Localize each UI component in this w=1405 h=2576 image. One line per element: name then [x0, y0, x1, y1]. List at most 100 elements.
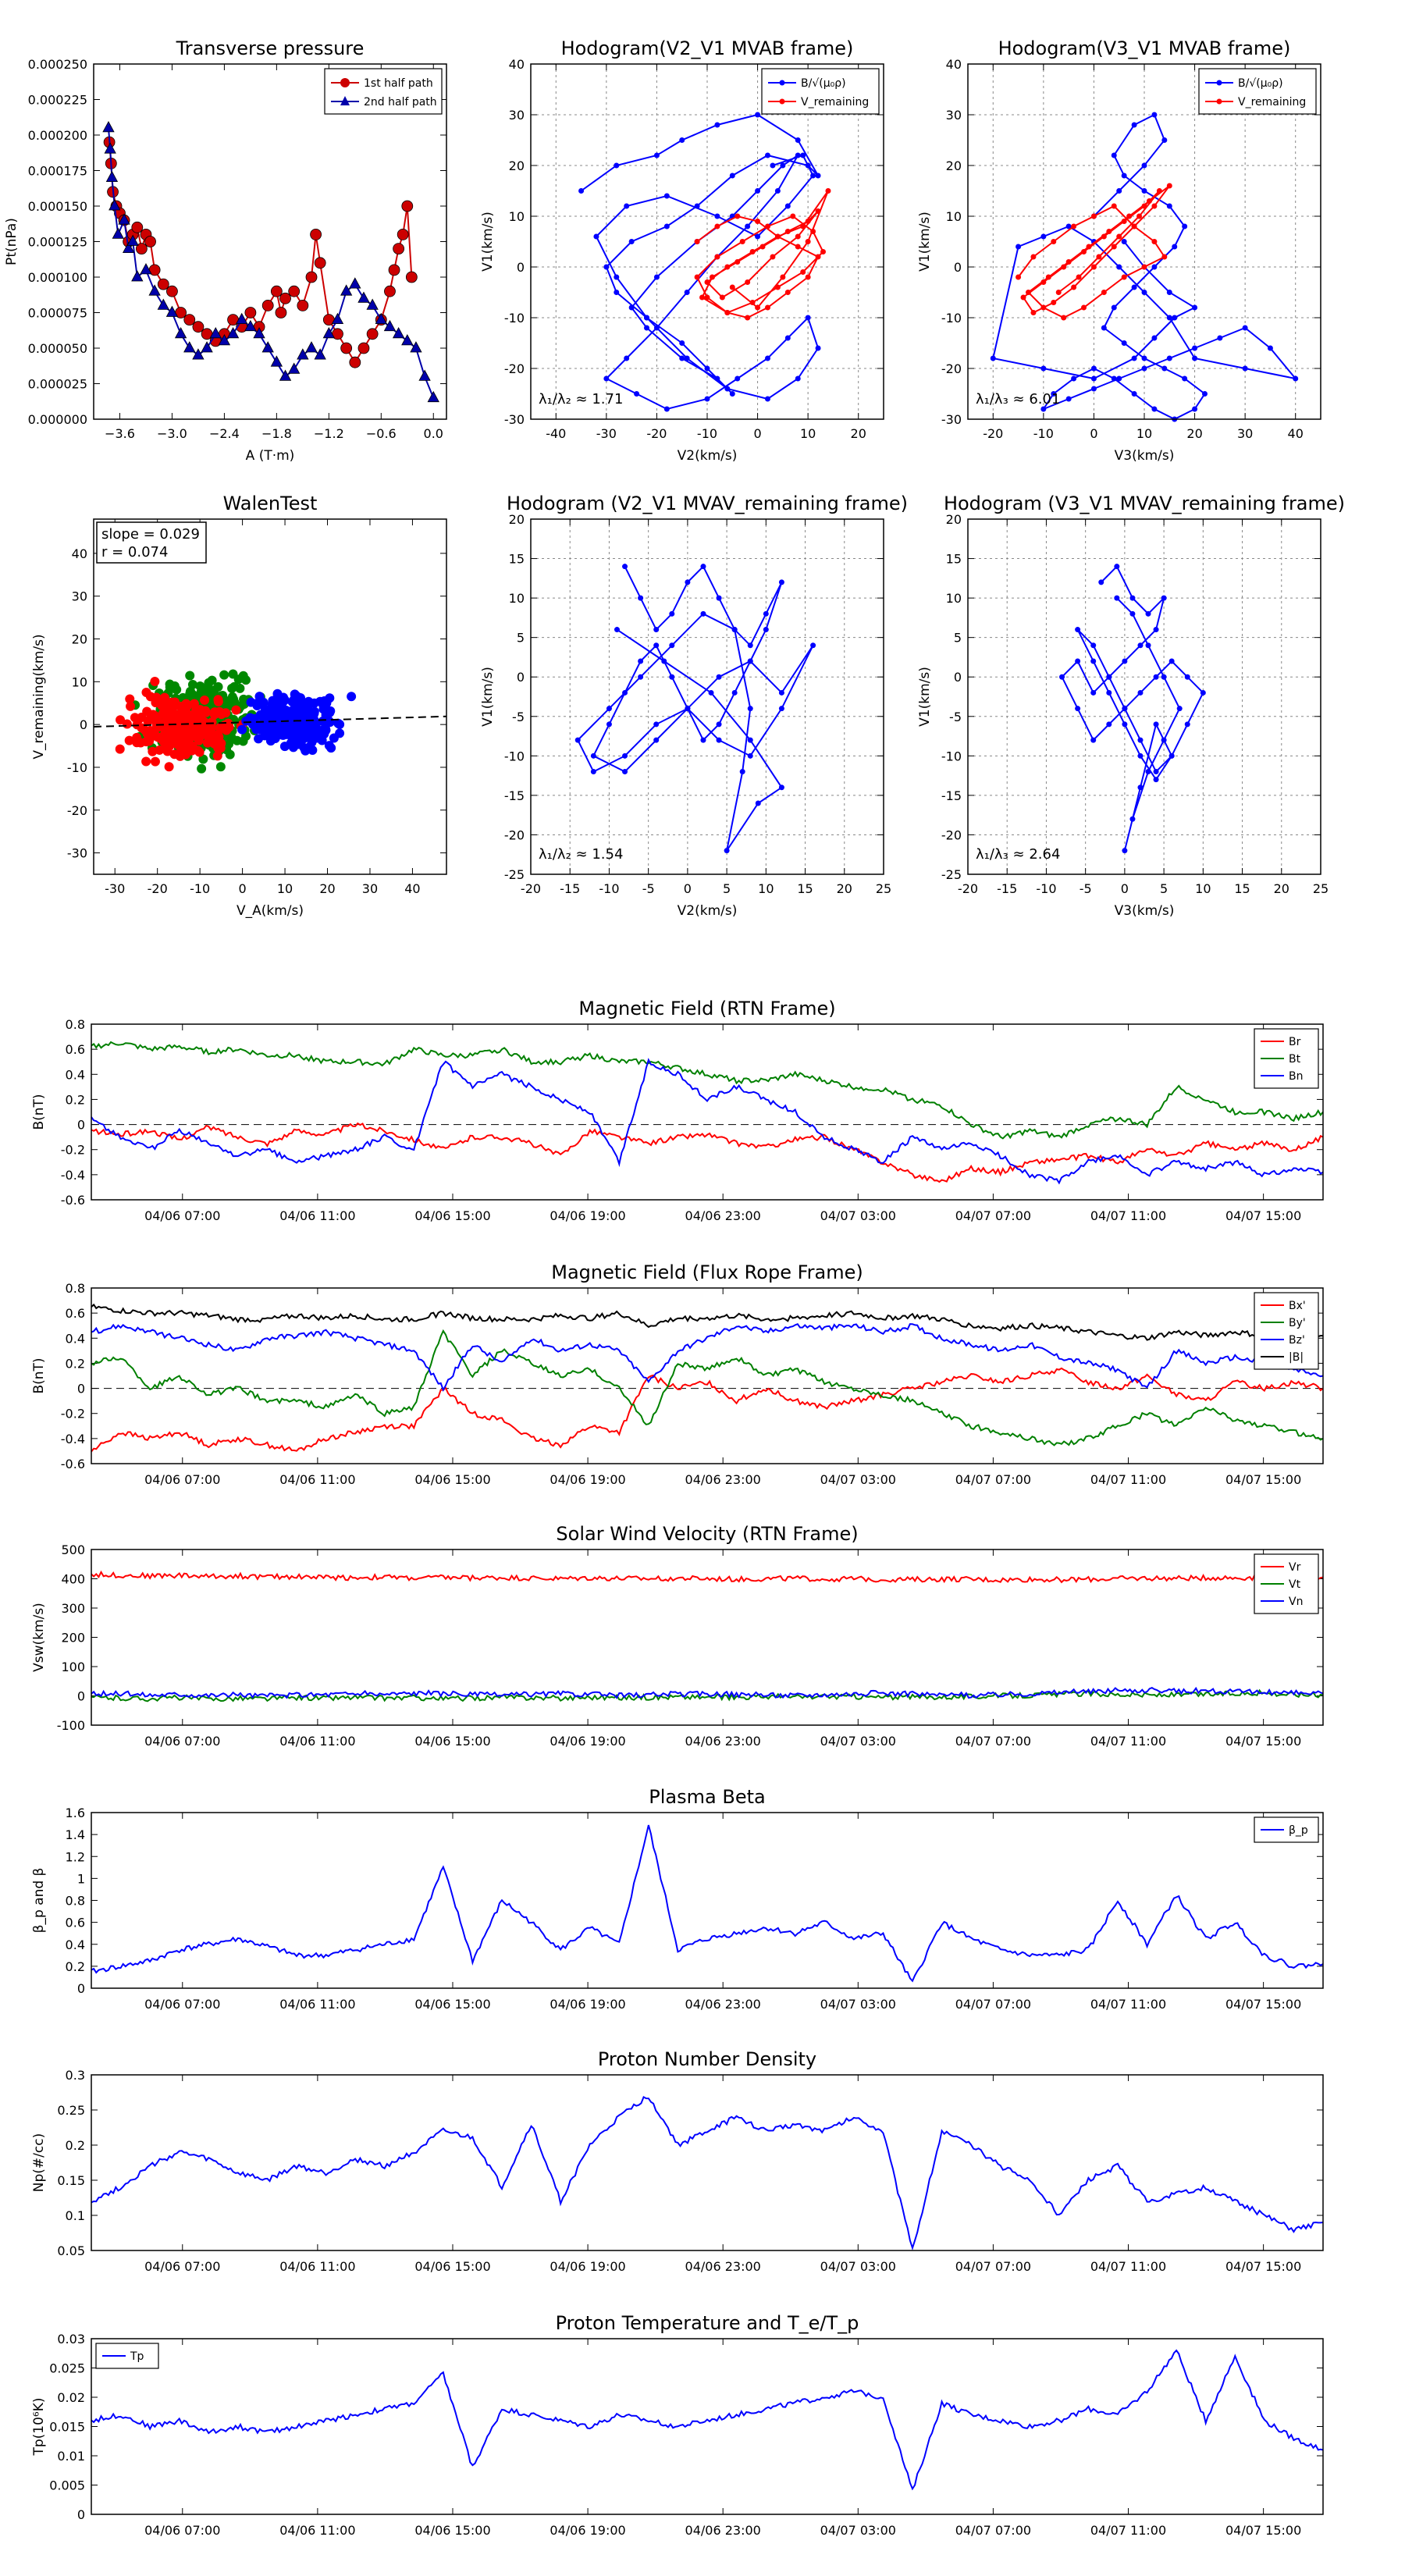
y-tick-label: 1.4 — [66, 1827, 85, 1842]
data-point — [1131, 122, 1137, 128]
data-point — [1059, 674, 1065, 680]
data-point — [297, 348, 309, 360]
x-tick-label: 04/06 11:00 — [279, 1472, 355, 1487]
y-tick-label: 0.025 — [49, 2361, 85, 2376]
data-point — [1121, 239, 1127, 244]
series-v-remaining — [694, 188, 831, 321]
data-point — [270, 285, 283, 297]
y-tick-label: 30 — [72, 589, 87, 604]
walen-point — [318, 704, 329, 714]
walen-point — [115, 744, 125, 754]
eigenvalue-ratio: λ₁/λ₂ ≈ 1.54 — [539, 846, 623, 863]
data-point — [226, 326, 240, 339]
walen-point — [228, 669, 238, 679]
data-point — [704, 396, 710, 402]
series-0 — [574, 564, 816, 854]
data-point — [800, 269, 806, 275]
plot-frame — [967, 63, 1321, 420]
data-point — [1098, 579, 1104, 585]
data-point — [393, 243, 405, 255]
y-tick-label: -30 — [941, 412, 962, 427]
y-tick-label: -10 — [941, 311, 962, 326]
data-point — [1201, 391, 1208, 397]
data-point — [131, 270, 144, 282]
data-point — [653, 642, 660, 649]
panel-h1: -40 -30 -20 -10 0 10 20 -30 -20 -10 0 10 20 30 40 B/√(μ… — [480, 37, 884, 464]
data-point — [1090, 658, 1097, 664]
plot-frame — [91, 1023, 1324, 1201]
plot-frame — [530, 63, 884, 420]
data-point — [638, 674, 644, 680]
data-point — [1045, 274, 1051, 280]
data-point — [1161, 365, 1168, 372]
data-point — [724, 310, 731, 315]
legend: Vr Vt Vn — [1254, 1553, 1319, 1614]
x-tick-label: 25 — [1313, 881, 1329, 896]
data-point — [747, 658, 753, 664]
data-point — [1040, 279, 1047, 285]
y-tick-label: -10 — [504, 311, 525, 326]
series-line-p — [91, 1824, 1324, 1983]
y-tick-label: 10 — [72, 674, 87, 689]
x-tick-label: 04/06 19:00 — [550, 2523, 625, 2538]
data-point — [714, 223, 720, 229]
data-point — [1172, 315, 1178, 321]
data-point — [1116, 375, 1122, 382]
data-point — [708, 689, 714, 696]
y-tick-label: 0.2 — [66, 1092, 85, 1107]
y-tick-label: 0.8 — [66, 1894, 85, 1909]
y-tick-label: 30 — [946, 108, 962, 123]
y-tick-label: -20 — [941, 827, 962, 842]
walen-point — [172, 685, 182, 695]
data-point — [815, 254, 821, 260]
chart-title: Proton Number Density — [598, 2048, 816, 2070]
x-tick-label: -30 — [596, 426, 617, 441]
panel-mag_rtn: 04/06 07:00 04/06 11:00 04/06 15:00 04/06 1… — [31, 998, 1324, 1223]
x-tick-label: 15 — [1234, 881, 1250, 896]
y-tick-label: 0.000075 — [28, 306, 87, 321]
data-point — [1122, 658, 1128, 664]
walen-point — [159, 695, 169, 705]
y-tick-label: 1 — [77, 1871, 85, 1886]
x-tick-label: −3.0 — [157, 426, 187, 441]
data-point — [739, 239, 745, 244]
walen-point — [189, 699, 199, 709]
series-line — [580, 113, 820, 411]
x-tick-label: -40 — [546, 426, 566, 441]
data-point — [1153, 777, 1159, 783]
walen-point — [196, 707, 206, 717]
data-point — [1025, 290, 1031, 295]
data-point — [375, 312, 387, 325]
legend-label: V_remaining — [1238, 96, 1306, 109]
data-point — [638, 595, 644, 601]
data-point — [1016, 244, 1022, 250]
x-tick-label: 15 — [797, 881, 813, 896]
x-tick-label: 04/07 11:00 — [1090, 2523, 1166, 2538]
panel-walen: -30 -20 -10 0 10 20 30 40 -30 -20 -10 0 10 20 30 40 slop… — [31, 493, 447, 919]
data-point — [1051, 239, 1057, 244]
data-point — [606, 721, 612, 728]
y-tick-label: 0.000000 — [28, 412, 87, 427]
walen-series-2 — [237, 688, 357, 756]
data-point — [764, 152, 770, 158]
walen-point — [197, 763, 207, 774]
walen-point — [185, 730, 195, 740]
walen-point — [252, 701, 262, 711]
data-point — [1065, 396, 1072, 402]
y-tick-label: 0.25 — [57, 2103, 85, 2118]
data-point — [622, 689, 628, 696]
data-point — [102, 121, 115, 133]
data-point — [810, 642, 816, 649]
walen-point — [194, 735, 204, 745]
walen-point — [142, 706, 152, 717]
data-point — [790, 213, 796, 219]
data-point — [700, 737, 706, 743]
data-point — [1101, 325, 1107, 331]
data-point — [104, 142, 116, 154]
plot-frame — [93, 518, 447, 875]
data-point — [735, 213, 741, 219]
y-tick-label: 15 — [946, 552, 962, 567]
data-point — [724, 386, 731, 392]
data-point — [800, 152, 806, 158]
